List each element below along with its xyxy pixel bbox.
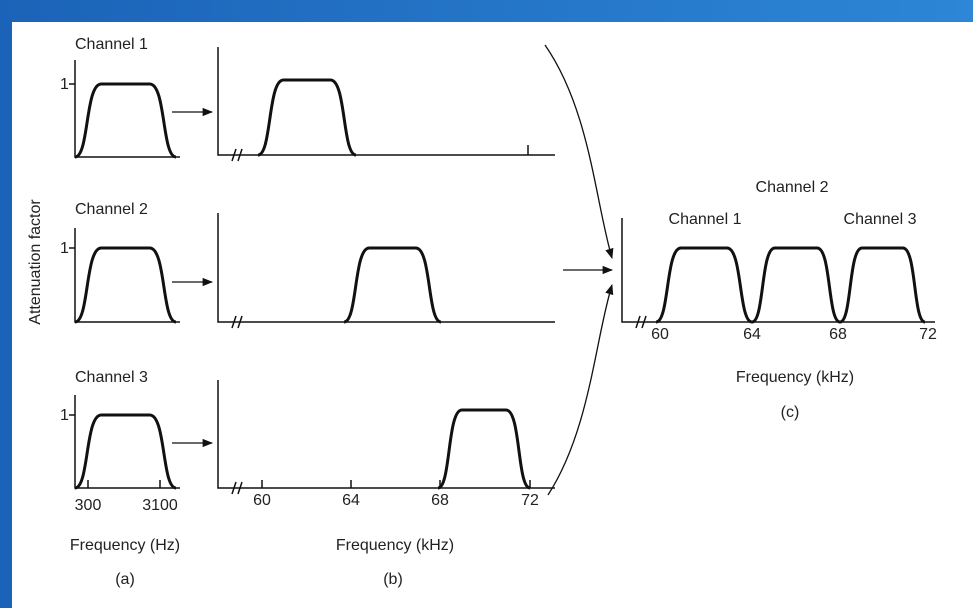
y-axis-label: Attenuation factor bbox=[27, 199, 44, 325]
tick-label: 68 bbox=[431, 492, 449, 509]
channel-label: Channel 1 bbox=[75, 36, 148, 53]
axis bbox=[217, 47, 555, 156]
passband bbox=[74, 246, 177, 324]
axis-label: Frequency (Hz) bbox=[70, 537, 180, 554]
channel-label: Channel 3 bbox=[75, 369, 148, 386]
caption: (a) bbox=[115, 571, 135, 588]
tick-label: 3100 bbox=[142, 497, 178, 514]
passband bbox=[257, 78, 357, 157]
tick-label: 64 bbox=[743, 326, 761, 343]
tick-label: 72 bbox=[919, 326, 937, 343]
tick-label: 60 bbox=[651, 326, 669, 343]
axis-label: Frequency (kHz) bbox=[336, 537, 454, 554]
passband bbox=[74, 413, 177, 490]
tick-label: 64 bbox=[342, 492, 360, 509]
arrow bbox=[547, 284, 614, 496]
tick-label: 60 bbox=[253, 492, 271, 509]
peak-label: 1 bbox=[60, 240, 69, 257]
passband bbox=[437, 408, 531, 490]
passband bbox=[655, 246, 753, 324]
axis bbox=[217, 380, 555, 489]
axis-break bbox=[231, 148, 243, 162]
axis-label: Frequency (kHz) bbox=[736, 369, 854, 386]
caption: (c) bbox=[781, 404, 800, 421]
peak-label: 1 bbox=[60, 407, 69, 424]
canvas bbox=[12, 22, 973, 608]
axis-break bbox=[635, 315, 647, 329]
passband bbox=[751, 246, 841, 324]
peak-label: 1 bbox=[60, 76, 69, 93]
tick-label: 68 bbox=[829, 326, 847, 343]
caption: (b) bbox=[383, 571, 403, 588]
channel-label: Channel 1 bbox=[669, 211, 742, 228]
axis bbox=[621, 218, 935, 323]
tick-label: 300 bbox=[75, 497, 102, 514]
channel-label: Channel 2 bbox=[756, 179, 829, 196]
axis-break bbox=[231, 481, 243, 495]
passband bbox=[839, 246, 926, 324]
passband bbox=[343, 246, 442, 324]
tick-label: 72 bbox=[521, 492, 539, 509]
arrow bbox=[544, 44, 614, 259]
channel-label: Channel 2 bbox=[75, 201, 148, 218]
channel-label: Channel 3 bbox=[844, 211, 917, 228]
axis-break bbox=[231, 315, 243, 329]
passband bbox=[74, 82, 177, 159]
axis bbox=[217, 213, 555, 323]
